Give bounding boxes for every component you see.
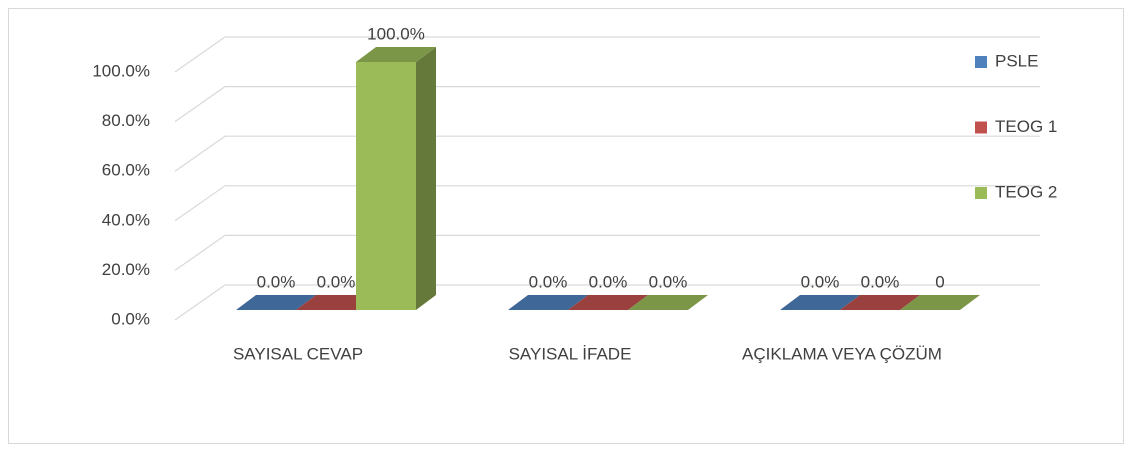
chart-frame [8, 8, 1124, 444]
bar-top [840, 295, 920, 310]
data-label: 0.0% [589, 272, 628, 291]
bar-top [568, 295, 648, 310]
bar [840, 295, 920, 310]
bar [900, 295, 980, 310]
grid-line [174, 36, 1040, 73]
data-label: 100.0% [367, 24, 425, 43]
y-tick-label: 0.0% [111, 309, 150, 328]
bar [780, 295, 860, 310]
data-label: 0 [935, 272, 944, 291]
grid-line [174, 284, 1040, 321]
bar-top [780, 295, 860, 310]
x-tick-label: SAYISAL İFADE [509, 344, 632, 363]
bar-top [628, 295, 708, 310]
bar-top [508, 295, 588, 310]
bar [356, 47, 436, 310]
grid-line [174, 85, 1040, 123]
bar-side [416, 47, 436, 310]
data-label: 0.0% [861, 272, 900, 291]
grid-line [174, 185, 1040, 222]
data-label: 0.0% [257, 272, 296, 291]
bar [508, 295, 588, 310]
y-tick-label: 20.0% [102, 260, 150, 279]
grid-line [174, 135, 1040, 172]
legend-label: PSLE [995, 51, 1038, 70]
y-tick-label: 80.0% [102, 111, 150, 130]
bar [628, 295, 708, 310]
grid-line [174, 234, 1040, 271]
legend-label: TEOG 1 [995, 117, 1057, 136]
data-label: 0.0% [317, 272, 356, 291]
data-label: 0.0% [529, 272, 568, 291]
x-tick-label: AÇIKLAMA VEYA ÇÖZÜM [742, 344, 942, 363]
data-label: 0.0% [801, 272, 840, 291]
bar-front [356, 62, 416, 310]
legend-swatch [975, 56, 987, 68]
legend-swatch [975, 187, 987, 199]
data-label: 0.0% [649, 272, 688, 291]
bar [236, 295, 316, 310]
bar-top [236, 295, 316, 310]
bar [568, 295, 648, 310]
y-tick-label: 60.0% [102, 161, 150, 180]
legend-swatch [975, 121, 987, 134]
y-tick-label: 40.0% [102, 210, 150, 229]
y-tick-label: 100.0% [92, 61, 150, 80]
x-tick-label: SAYISAL CEVAP [233, 344, 363, 363]
legend-label: TEOG 2 [995, 182, 1057, 201]
bar-top [900, 295, 980, 310]
bar-top [356, 47, 436, 62]
